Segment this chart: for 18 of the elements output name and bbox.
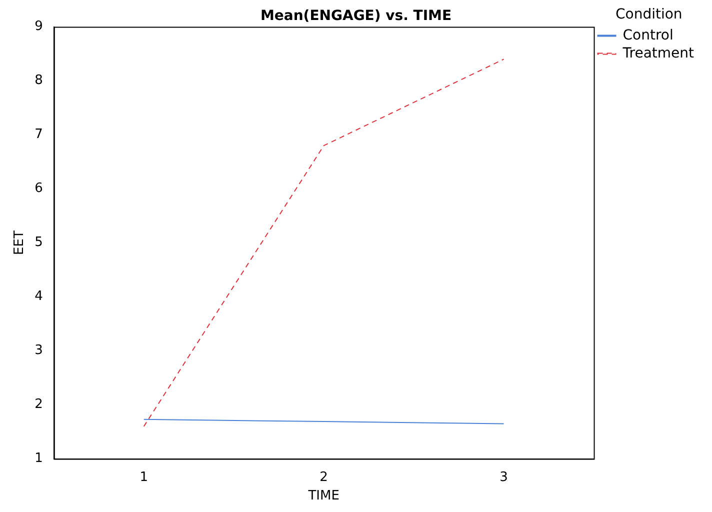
x-tick-label: 2 [320,470,328,485]
y-tick-label: 4 [34,289,43,304]
legend-label: Treatment [622,45,695,62]
y-tick-label: 2 [34,397,43,412]
legend-label: Control [622,27,674,44]
y-tick-label: 6 [34,181,43,196]
y-tick-label: 3 [34,343,43,358]
y-tick-label: 8 [34,73,43,88]
y-tick-label: 1 [34,451,43,466]
x-tick-label: 1 [140,470,148,485]
y-tick-label: 7 [34,127,43,142]
y-axis-title: EET [12,230,28,255]
x-axis-title: TIME [307,488,340,504]
x-tick-label: 3 [500,470,508,485]
legend-title: Condition [615,6,682,23]
y-tick-label: 5 [34,235,43,250]
chart-title: Mean(ENGAGE) vs. TIME [260,8,452,24]
y-tick-label: 9 [34,19,43,34]
